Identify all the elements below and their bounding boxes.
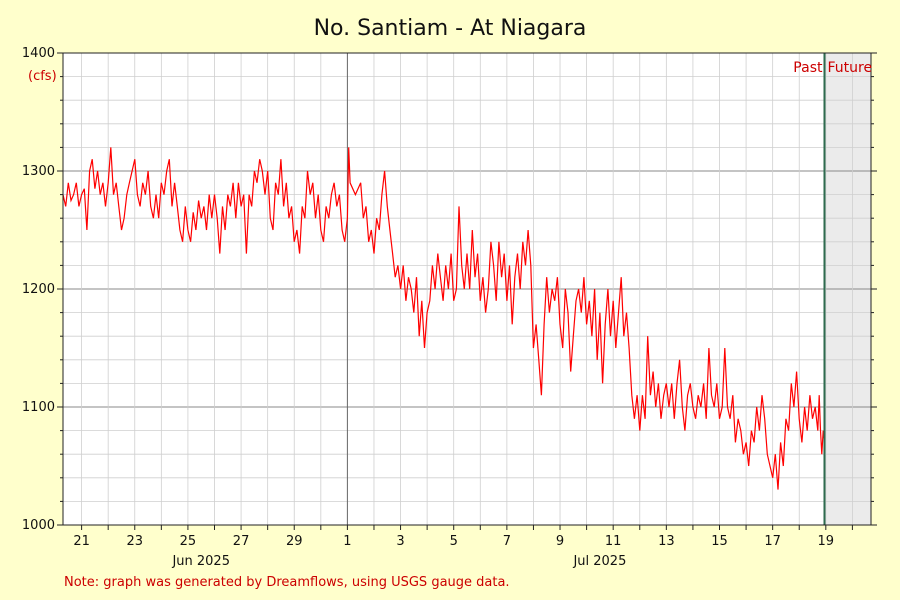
x-tick-label: 11 xyxy=(605,534,622,549)
grid-layer xyxy=(63,52,871,526)
x-tick-label: 9 xyxy=(556,534,564,549)
x-tick-label: 13 xyxy=(658,534,675,549)
x-tick-label: 27 xyxy=(233,534,250,549)
chart-title: No. Santiam - At Niagara xyxy=(314,16,587,41)
x-tick-label: 21 xyxy=(73,534,90,549)
y-tick-label: 1300 xyxy=(22,164,55,179)
y-axis-labels: 1000 1100 1200 1300 1400 xyxy=(22,46,55,533)
future-label: Future xyxy=(827,60,872,76)
source-note: Note: graph was generated by Dreamflows,… xyxy=(64,575,510,590)
x-tick-label: 5 xyxy=(450,534,458,549)
past-label: Past xyxy=(793,60,823,76)
x-tick-label: 25 xyxy=(180,534,197,549)
y-unit-label: (cfs) xyxy=(28,69,57,84)
x-tick-label: 7 xyxy=(503,534,511,549)
x-tick-label: 19 xyxy=(818,534,835,549)
plot-frame xyxy=(62,52,872,526)
month-label: Jun 2025 xyxy=(171,554,230,569)
y-tick-label: 1400 xyxy=(22,46,55,61)
x-tick-label: 3 xyxy=(396,534,404,549)
flow-series-line xyxy=(62,147,826,490)
month-label: Jul 2025 xyxy=(572,554,626,569)
x-tick-label: 1 xyxy=(343,534,351,549)
y-tick-label: 1000 xyxy=(22,518,55,533)
x-tick-label: 29 xyxy=(286,534,303,549)
y-tick-label: 1100 xyxy=(22,400,55,415)
y-tick-label: 1200 xyxy=(22,282,55,297)
x-tick-label: 15 xyxy=(711,534,728,549)
x-tick-label: 23 xyxy=(126,534,143,549)
x-tick-label: 17 xyxy=(764,534,781,549)
